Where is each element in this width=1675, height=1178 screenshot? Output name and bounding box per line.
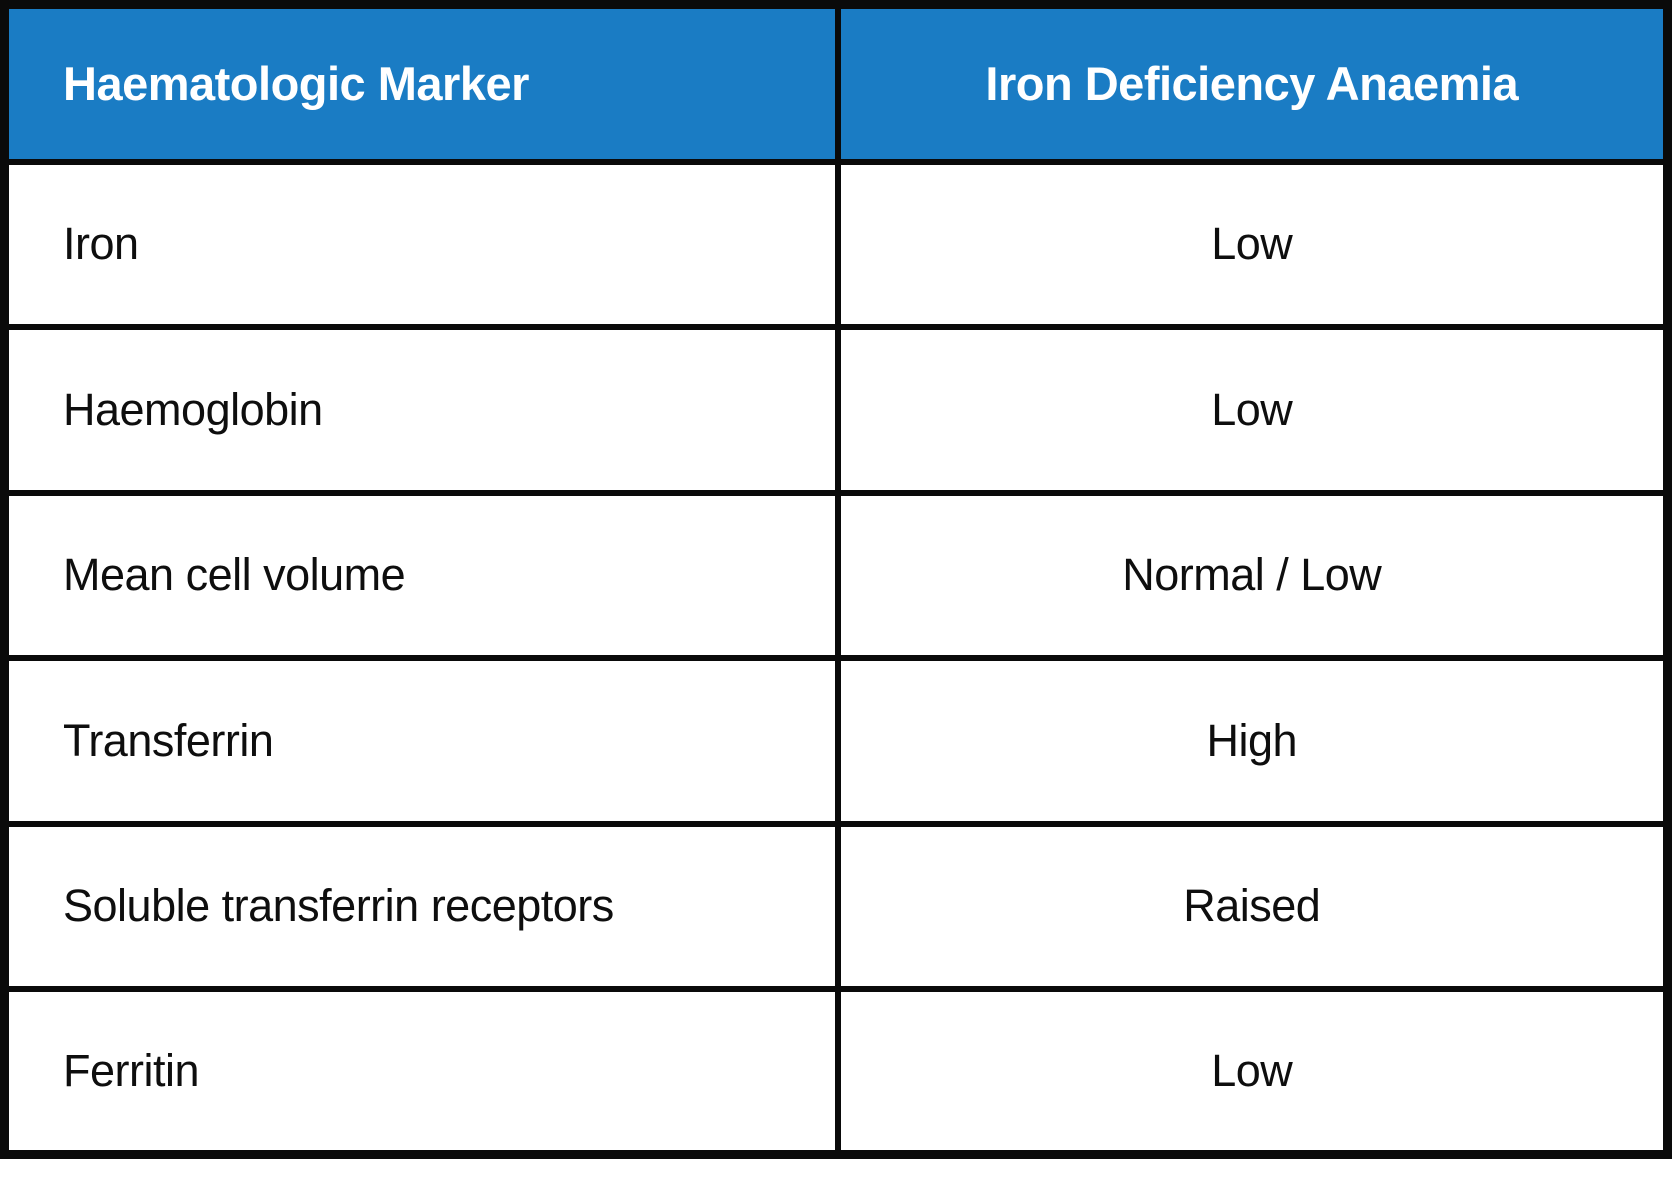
marker-cell: Haemoglobin	[1, 324, 841, 496]
table-header: Haematologic Marker Iron Deficiency Anae…	[1, 1, 1671, 165]
header-cell-iron-deficiency-anaemia: Iron Deficiency Anaemia	[834, 1, 1671, 165]
marker-cell: Soluble transferrin receptors	[1, 820, 841, 992]
value-cell: Low	[834, 158, 1671, 330]
table-row-ferritin: Ferritin Low	[1, 986, 1671, 1158]
value-cell: High	[834, 655, 1671, 827]
marker-cell: Mean cell volume	[1, 489, 841, 661]
marker-cell: Ferritin	[1, 986, 841, 1158]
table-row-mean-cell-volume: Mean cell volume Normal / Low	[1, 489, 1671, 661]
header-row: Haematologic Marker Iron Deficiency Anae…	[1, 1, 1671, 165]
value-cell: Raised	[834, 820, 1671, 992]
table-row-soluble-transferrin-receptors: Soluble transferrin receptors Raised	[1, 820, 1671, 992]
value-cell: Low	[834, 986, 1671, 1158]
marker-cell: Transferrin	[1, 655, 841, 827]
table-row-iron: Iron Low	[1, 158, 1671, 330]
value-cell: Normal / Low	[834, 489, 1671, 661]
table-body: Iron Low Haemoglobin Low Mean cell volum…	[1, 158, 1671, 1158]
table-row-transferrin: Transferrin High	[1, 655, 1671, 827]
header-cell-haematologic-marker: Haematologic Marker	[1, 1, 841, 165]
marker-cell: Iron	[1, 158, 841, 330]
value-cell: Low	[834, 324, 1671, 496]
table-row-haemoglobin: Haemoglobin Low	[1, 324, 1671, 496]
